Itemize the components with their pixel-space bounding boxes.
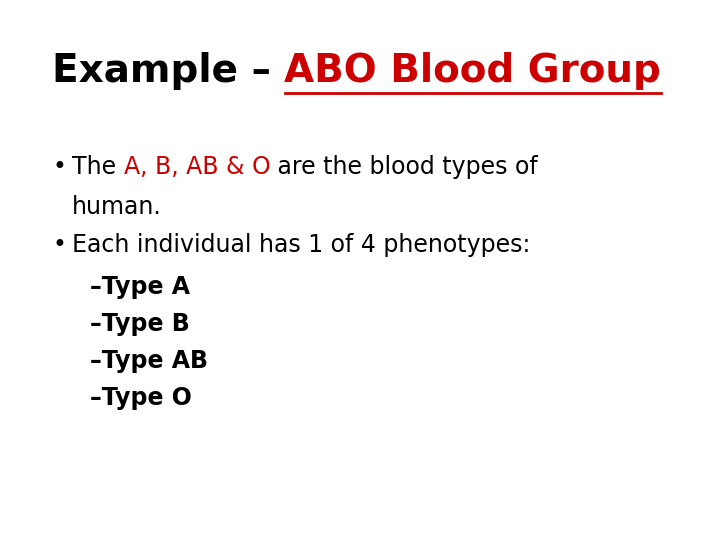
Text: Each individual has 1 of 4 phenotypes:: Each individual has 1 of 4 phenotypes: [72, 233, 531, 257]
Text: The: The [72, 155, 124, 179]
Text: ABO Blood Group: ABO Blood Group [284, 52, 662, 90]
Text: –Type O: –Type O [90, 386, 192, 410]
Text: A, B, AB & O: A, B, AB & O [124, 155, 271, 179]
Text: –Type AB: –Type AB [90, 349, 208, 373]
Text: •: • [52, 233, 66, 257]
Text: human.: human. [72, 195, 162, 219]
Text: Example –: Example – [52, 52, 284, 90]
Text: –Type A: –Type A [90, 275, 190, 299]
Text: –Type B: –Type B [90, 312, 190, 336]
Text: are the blood types of: are the blood types of [271, 155, 538, 179]
Text: •: • [52, 155, 66, 179]
